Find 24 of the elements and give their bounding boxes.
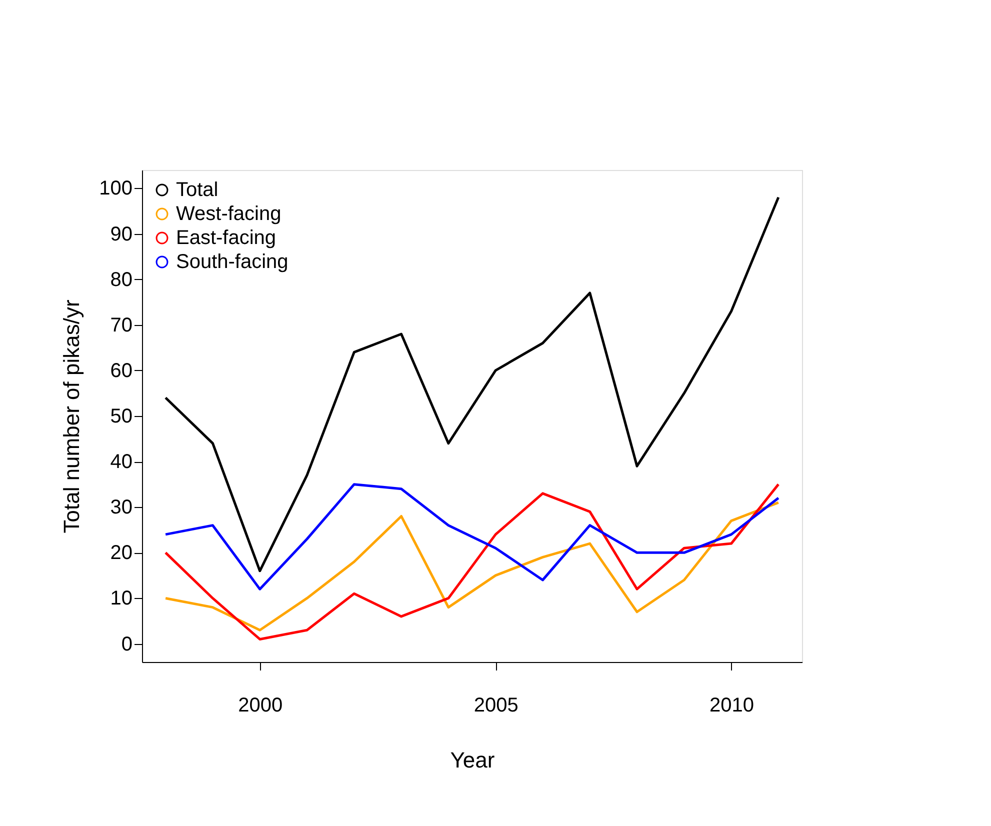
- y-tick-label: 90: [110, 223, 132, 246]
- y-tick-label: 40: [110, 451, 132, 474]
- y-axis-title: Total number of pikas/yr: [59, 300, 84, 534]
- y-tick-label: 70: [110, 314, 132, 336]
- legend-label: Total: [176, 179, 218, 201]
- y-tick-label: 100: [99, 178, 132, 200]
- y-tick-label: 10: [110, 588, 132, 610]
- line-series: [164, 483, 780, 640]
- x-tick-label: 2005: [474, 694, 518, 716]
- line-series: [164, 196, 780, 572]
- y-tick-label: 60: [110, 360, 132, 382]
- y-tick-label: 80: [110, 268, 132, 291]
- x-tick-label: 2000: [238, 694, 283, 716]
- line-series: [164, 501, 780, 632]
- legend-label: West-facing: [176, 203, 282, 225]
- legend-label: East-facing: [176, 227, 276, 249]
- line-series: [164, 483, 780, 590]
- legend-label: South-facing: [176, 251, 288, 273]
- y-tick-label: 30: [110, 496, 132, 519]
- y-tick-label: 0: [121, 633, 132, 656]
- x-tick-label: 2010: [710, 694, 754, 716]
- x-axis-title: Year: [450, 748, 495, 772]
- y-tick-label: 20: [110, 542, 132, 564]
- y-tick-label: 50: [110, 406, 132, 428]
